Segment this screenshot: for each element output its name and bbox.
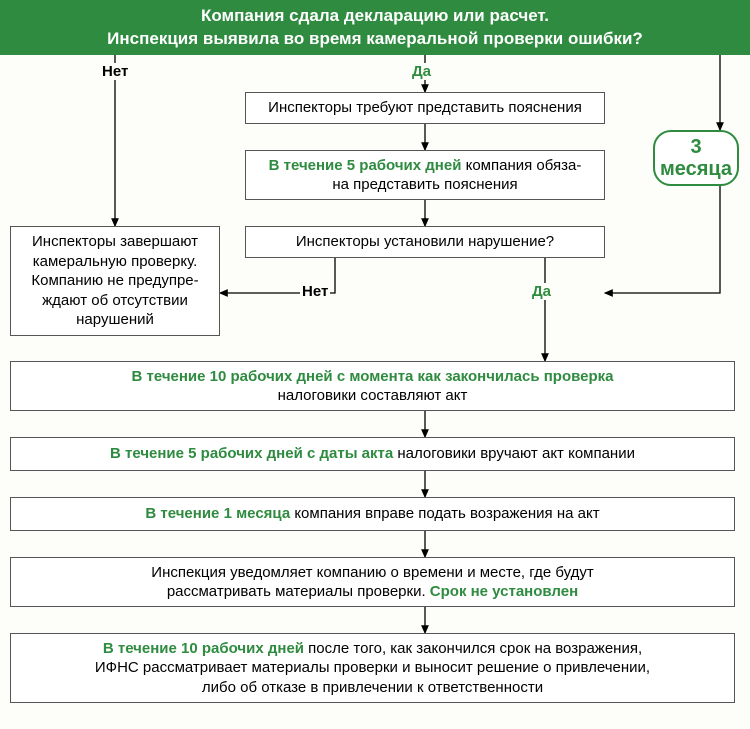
box-5-days-explanations: В течение 5 рабочих дней компания обяза-… xyxy=(245,150,605,200)
label-yes-1: Да xyxy=(410,63,433,80)
label-yes-2: Да xyxy=(530,283,553,300)
header-line2: Инспекция выявила во время камеральной п… xyxy=(0,28,750,50)
header-line1: Компания сдала декларацию или расчет. xyxy=(0,5,750,27)
box-1-month-objections: В течение 1 месяца компания вправе подат… xyxy=(10,497,735,531)
header-box: Компания сдала декларацию или расчет. Ин… xyxy=(0,0,750,55)
pill-line1: 3 xyxy=(655,136,737,158)
box-10-days-decision: В течение 10 рабочих дней после того, ка… xyxy=(10,633,735,703)
label-no-2: Нет xyxy=(300,283,330,300)
duration-pill: 3 месяца xyxy=(653,130,739,186)
box-10-days-act: В течение 10 рабочих дней с момента как … xyxy=(10,361,735,411)
box-inspection-complete: Инспекторы завершают камеральную проверк… xyxy=(10,226,220,336)
box-violation-found: Инспекторы установили нарушение? xyxy=(245,226,605,258)
box-5-days-deliver-act: В течение 5 рабочих дней с даты акта нал… xyxy=(10,437,735,471)
label-no-1: Нет xyxy=(100,63,130,80)
box-explanations-required: Инспекторы требуют представить пояснения xyxy=(245,92,605,124)
pill-line2: месяца xyxy=(655,158,737,180)
box-notify-time-place: Инспекция уведомляет компанию о времени … xyxy=(10,557,735,607)
